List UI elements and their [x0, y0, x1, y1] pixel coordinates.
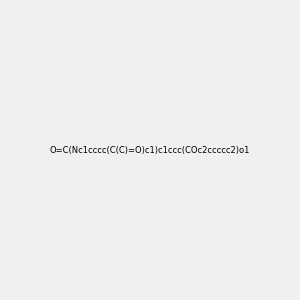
Text: O=C(Nc1cccc(C(C)=O)c1)c1ccc(COc2ccccc2)o1: O=C(Nc1cccc(C(C)=O)c1)c1ccc(COc2ccccc2)o… [50, 146, 250, 154]
